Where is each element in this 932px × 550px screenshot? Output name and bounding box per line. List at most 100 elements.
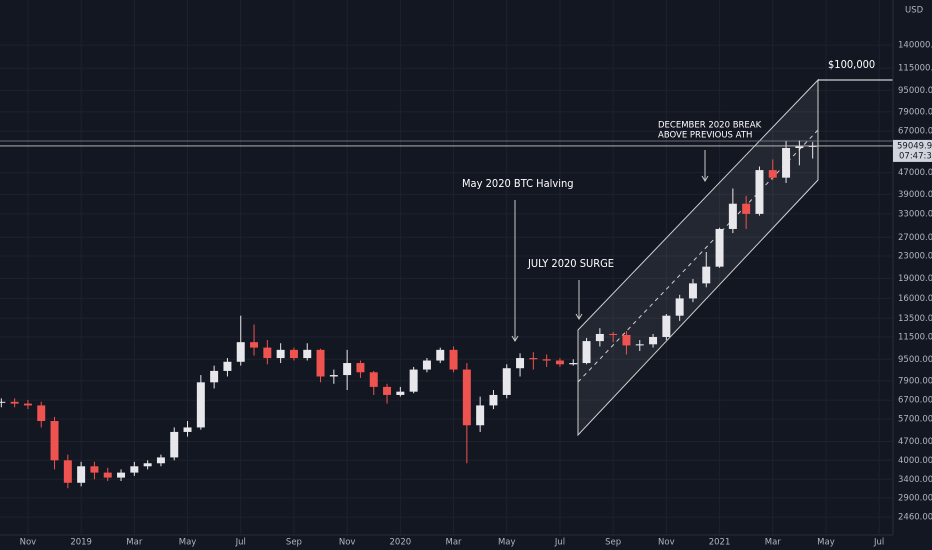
candle-body — [702, 266, 711, 284]
y-tick-label: 7900.00 — [898, 376, 932, 386]
x-tick-label: May — [817, 538, 835, 548]
y-tick-label: 9500.00 — [898, 355, 932, 365]
candle-body — [303, 349, 312, 359]
candle-body — [635, 344, 644, 346]
candle-body — [156, 457, 165, 464]
candle-body — [37, 405, 46, 422]
y-tick-label: 140000.00 — [898, 41, 932, 51]
annotation: JULY 2020 SURGE — [527, 257, 614, 270]
x-tick-label: Mar — [765, 538, 782, 548]
candle-body — [356, 363, 365, 373]
arrow-head — [575, 313, 583, 320]
y-tick-label: 115000.00 — [898, 64, 932, 74]
y-tick-label: 2900.00 — [898, 493, 932, 503]
channel-midline — [577, 129, 819, 383]
last-price-box — [893, 139, 932, 162]
annotation: DECEMBER 2020 BREAK — [658, 121, 762, 131]
x-tick-label: Nov — [339, 538, 356, 548]
y-tick-label: 3400.00 — [898, 475, 932, 485]
candle-body — [316, 349, 325, 377]
candle-body — [170, 431, 179, 458]
x-tick-label: Jul — [873, 538, 884, 548]
candle-body — [196, 382, 205, 428]
candle-body — [782, 148, 791, 178]
candle-body — [90, 466, 99, 473]
y-tick-label: 2460.00 — [898, 513, 932, 523]
candle-body — [529, 358, 538, 360]
candle-body — [183, 427, 192, 432]
candle-body — [236, 342, 245, 362]
y-tick-label: 4000.00 — [898, 456, 932, 466]
y-tick-label: 33000.00 — [898, 209, 932, 219]
annotation: ABOVE PREVIOUS ATH — [658, 131, 752, 141]
candle-body — [742, 203, 751, 214]
x-tick-label: Jul — [235, 538, 246, 548]
y-tick-label: 16000.00 — [898, 294, 932, 304]
y-tick-label: 27000.00 — [898, 233, 932, 243]
candle-body — [489, 394, 498, 406]
y-tick-label: 11500.00 — [898, 332, 932, 342]
x-tick-label: 2020 — [390, 538, 412, 548]
x-tick-label: 2021 — [709, 538, 731, 548]
candle-body — [662, 315, 671, 337]
x-tick-label: 2019 — [70, 538, 92, 548]
candle-body — [369, 372, 378, 387]
candle-body — [383, 386, 392, 395]
candle-body — [250, 342, 259, 348]
candle-body — [276, 349, 285, 359]
candle-body — [63, 460, 72, 483]
x-tick-label: Mar — [446, 538, 463, 548]
candle-body — [436, 349, 445, 361]
arrow-head — [511, 335, 519, 342]
candle-body — [622, 334, 631, 346]
x-tick-label: Mar — [126, 538, 143, 548]
candle-body — [329, 375, 338, 377]
candle-body — [555, 360, 564, 365]
candle-body — [516, 358, 525, 369]
candle-body — [502, 368, 511, 395]
candle-body — [688, 283, 697, 299]
x-tick-label: Sep — [605, 538, 621, 548]
y-tick-label: 39000.00 — [898, 190, 932, 200]
candle-body — [582, 341, 591, 364]
candle-body — [609, 333, 618, 335]
y-tick-label: 4700.00 — [898, 437, 932, 447]
candle-body — [0, 401, 6, 403]
candle-body — [130, 466, 139, 473]
candle-body — [422, 360, 431, 370]
y-tick-label: 6700.00 — [898, 396, 932, 406]
y-tick-label: 79000.00 — [898, 107, 932, 117]
candle-body — [50, 421, 59, 461]
candle-body — [768, 170, 777, 178]
candle-body — [595, 333, 604, 342]
y-tick-label: 5700.00 — [898, 414, 932, 424]
candle-body — [675, 298, 684, 316]
annotation: May 2020 BTC Halving — [462, 177, 574, 190]
candle-body — [210, 370, 219, 383]
candle-body — [649, 336, 658, 345]
candle-body — [396, 391, 405, 395]
channel — [577, 78, 819, 437]
candle-body — [728, 203, 737, 229]
candle-body — [462, 369, 471, 426]
x-tick-label: Nov — [20, 538, 37, 548]
candle-body — [755, 170, 764, 214]
x-tick-label: May — [498, 538, 516, 548]
candle-body — [795, 146, 804, 149]
grid — [0, 0, 893, 535]
currency-label: USD — [905, 6, 924, 16]
y-tick-label: 95000.00 — [898, 86, 932, 96]
candles — [0, 140, 893, 489]
y-tick-label: 23000.00 — [898, 252, 932, 262]
y-tick-label: 47000.00 — [898, 168, 932, 178]
candle-body — [143, 463, 152, 467]
x-tick-label: Jul — [554, 538, 565, 548]
candle-body — [10, 401, 19, 404]
candle-body — [23, 403, 32, 406]
last-price-label: 59049.99 — [897, 141, 932, 151]
x-tick-label: May — [179, 538, 197, 548]
candle-body — [449, 349, 458, 370]
y-tick-label: 13500.00 — [898, 314, 932, 324]
